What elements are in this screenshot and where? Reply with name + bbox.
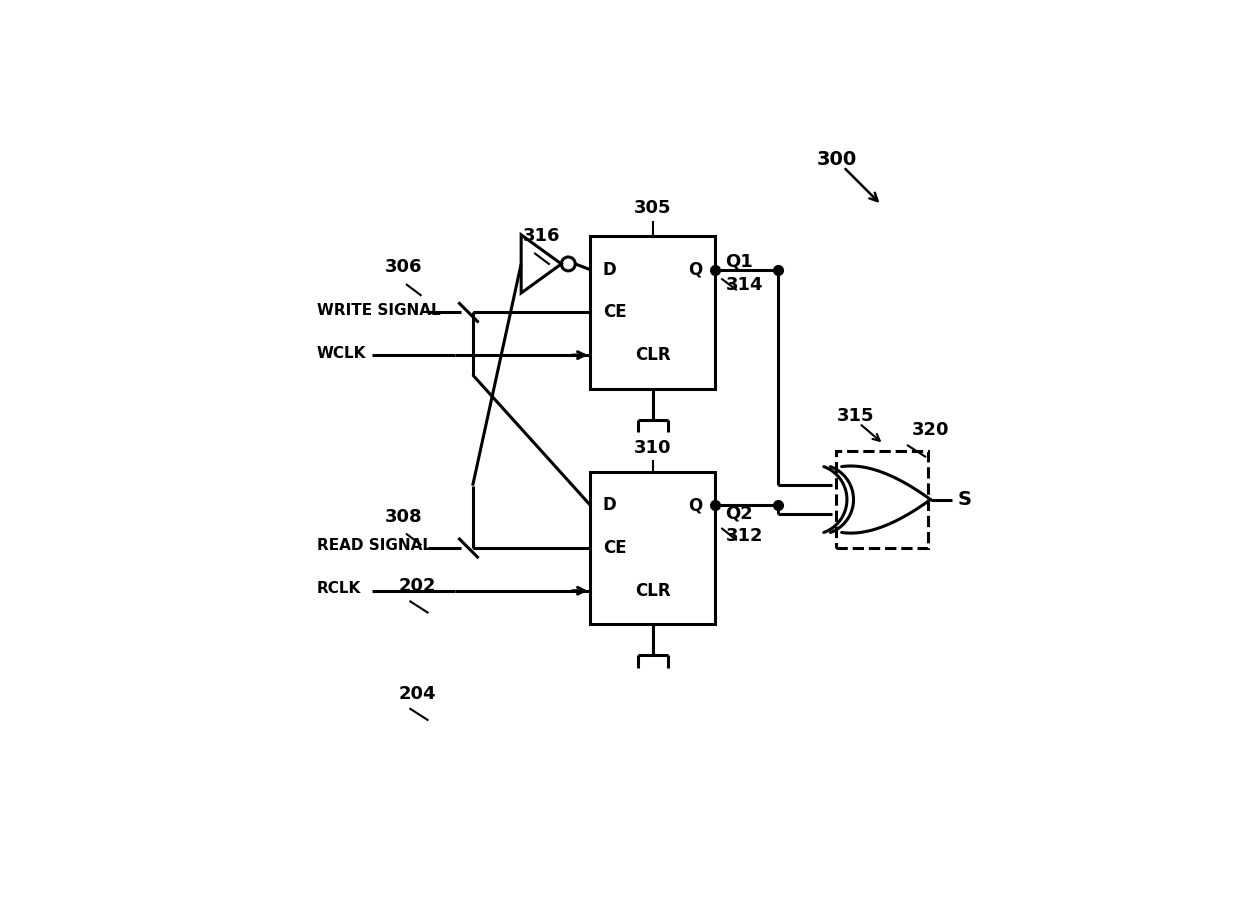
Text: 320: 320	[911, 421, 949, 439]
Text: 202: 202	[398, 577, 436, 595]
Text: CLR: CLR	[635, 346, 671, 364]
Text: 204: 204	[398, 685, 436, 703]
Text: CE: CE	[603, 539, 626, 557]
Bar	[837, 451, 928, 548]
Text: WRITE SIGNAL: WRITE SIGNAL	[316, 303, 440, 318]
Text: RCLK: RCLK	[316, 581, 361, 596]
Text: 315: 315	[837, 408, 874, 426]
Text: Q: Q	[688, 261, 703, 279]
Text: S: S	[957, 490, 972, 509]
Text: READ SIGNAL: READ SIGNAL	[316, 538, 432, 554]
Text: 308: 308	[384, 508, 422, 526]
Text: Q1: Q1	[725, 253, 754, 271]
Text: WCLK: WCLK	[316, 346, 366, 361]
Text: 314: 314	[725, 275, 763, 293]
Text: Q: Q	[688, 497, 703, 515]
Text: Q2: Q2	[725, 504, 754, 522]
Bar	[590, 472, 715, 625]
Text: 305: 305	[634, 200, 672, 218]
Bar	[590, 236, 715, 389]
Text: D: D	[603, 261, 616, 279]
Text: CE: CE	[603, 303, 626, 321]
Text: 316: 316	[523, 227, 560, 245]
Text: 310: 310	[634, 438, 672, 456]
Text: 312: 312	[725, 527, 763, 545]
Text: 300: 300	[816, 150, 857, 169]
Text: 306: 306	[384, 258, 422, 276]
Text: D: D	[603, 497, 616, 515]
Text: CLR: CLR	[635, 581, 671, 599]
